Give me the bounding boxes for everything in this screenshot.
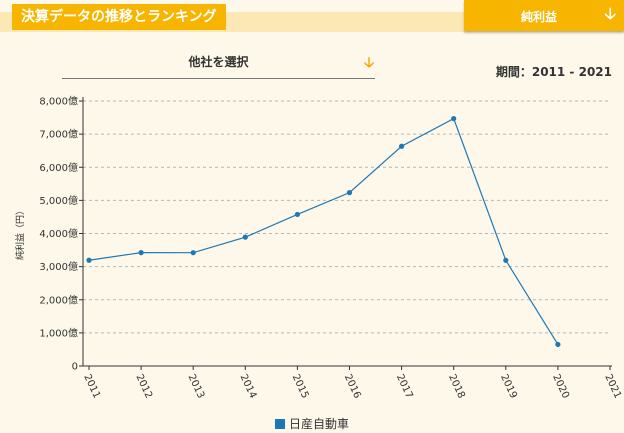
period-label: 期間：2011 - 2021 <box>495 65 612 79</box>
x-tick-label: 2011 <box>81 373 102 401</box>
data-point <box>138 250 144 256</box>
data-point <box>346 190 353 196</box>
data-point <box>555 341 561 348</box>
x-tick-label: 2016 <box>342 373 363 401</box>
data-point <box>399 143 405 149</box>
data-point <box>242 234 248 240</box>
metric-tab-label: 純利益 <box>520 10 557 24</box>
x-tick-label: 2021 <box>602 373 623 401</box>
arrow-down-icon: 🡣 <box>604 4 617 23</box>
arrow-down-icon: 🡣 <box>363 55 374 71</box>
line-chart: 0 1,000億 2,000億 3,000億 4,000億 5,000億 6,000億 7,0… <box>14 95 623 401</box>
data-point <box>86 257 92 263</box>
x-tick-label: 2019 <box>498 373 519 401</box>
x-tick-label: 2013 <box>185 373 206 401</box>
y-axis-label: 純利益（円） <box>14 206 26 260</box>
y-tick-label: 1,000億 <box>39 326 78 339</box>
x-tick-label: 2020 <box>550 373 571 401</box>
y-tick-label: 0 <box>72 362 78 373</box>
y-tick-label: 6,000億 <box>39 161 78 174</box>
x-tick-label: 2018 <box>446 373 467 401</box>
data-point <box>190 250 196 256</box>
legend-label: 日産自動車 <box>288 417 349 431</box>
metric-tab-net-income[interactable]: 純利益 🡣 <box>464 0 624 31</box>
data-point <box>503 257 509 263</box>
data-point <box>294 211 300 218</box>
x-tick-label: 2017 <box>394 373 415 401</box>
company-selector-label: 他社を選択 <box>188 55 249 69</box>
chart-legend[interactable]: 日産自動車 <box>0 415 624 432</box>
company-selector[interactable]: 他社を選択 🡣 <box>62 46 375 79</box>
x-tick-label: 2014 <box>238 373 259 401</box>
legend-swatch <box>274 419 285 429</box>
series-line <box>88 117 559 345</box>
x-tick-label: 2012 <box>133 373 154 401</box>
y-tick-label: 5,000億 <box>39 194 78 207</box>
x-tick-label: 2015 <box>290 373 311 401</box>
y-tick-label: 7,000億 <box>39 128 78 141</box>
page-title: 決算データの推移とランキング <box>12 4 226 30</box>
data-point <box>451 115 457 122</box>
y-tick-label: 4,000億 <box>39 227 78 240</box>
y-tick-label: 2,000億 <box>39 293 78 306</box>
y-tick-label: 3,000億 <box>39 260 78 273</box>
y-tick-label: 8,000億 <box>39 95 78 108</box>
